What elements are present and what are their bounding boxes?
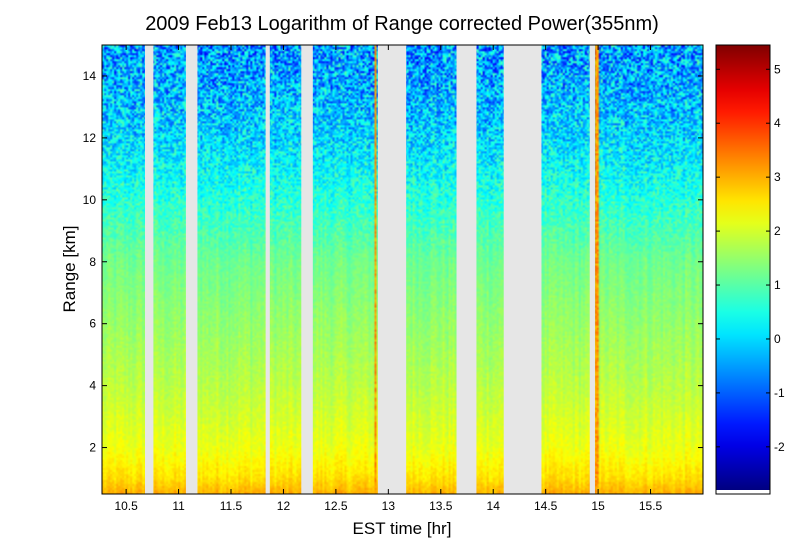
y-axis-ticks: 2 4 6 8 10 12 14 [83,69,703,455]
x-tick-label: 10.5 [114,499,138,513]
x-tick-label: 14.5 [534,499,558,513]
plot-frame [101,44,704,495]
heatmap-plot-area [102,45,703,494]
colorbar-tick-label: 1 [774,278,781,292]
colorbar-tick-label: 4 [774,116,781,130]
chart-title: 2009 Feb13 Logarithm of Range corrected … [145,13,659,35]
colorbar-frame [715,44,771,495]
x-tick-label: 15 [591,499,605,513]
y-tick-label: 12 [83,131,97,145]
colorbar-tick-label: 5 [774,62,781,76]
y-tick-label: 2 [89,441,96,455]
y-tick-label: 8 [89,255,96,269]
data-gap [145,45,154,494]
data-gap [301,45,313,494]
data-gap [503,45,542,494]
data-gap [456,45,477,494]
x-tick-label: 13.5 [429,499,453,513]
x-axis-ticks: 10.5 11 11.5 12 12.5 13 13.5 14 14.5 15 15.5 [114,45,663,513]
colorbar-tick-label: -1 [774,386,785,400]
colorbar-ticks: -2 -1 0 1 2 3 4 5 [716,62,785,454]
colorbar-tick-label: -2 [774,440,785,454]
x-tick-label: 12 [277,499,291,513]
y-tick-label: 4 [89,379,96,393]
x-tick-label: 13 [382,499,396,513]
y-tick-label: 10 [83,193,97,207]
data-gap [589,45,595,494]
x-tick-label: 15.5 [639,499,663,513]
colorbar-gradient [716,45,770,490]
data-gap [185,45,198,494]
x-tick-label: 14 [487,499,501,513]
colorbar-tick-label: 2 [774,224,781,238]
x-tick-label: 12.5 [324,499,348,513]
colorbar: -2 -1 0 1 2 3 4 5 [715,44,785,495]
y-tick-label: 6 [89,317,96,331]
data-gap [377,45,407,494]
colorbar-tick-label: 3 [774,170,781,184]
colorbar-tick-label: 0 [774,332,781,346]
x-axis-label: EST time [hr] [353,519,452,538]
y-tick-label: 14 [83,69,97,83]
x-tick-label: 11 [172,499,185,513]
y-axis-label: Range [km] [60,226,79,313]
data-gap [265,45,270,494]
data-gaps [145,45,595,494]
x-tick-label: 11.5 [220,499,243,513]
